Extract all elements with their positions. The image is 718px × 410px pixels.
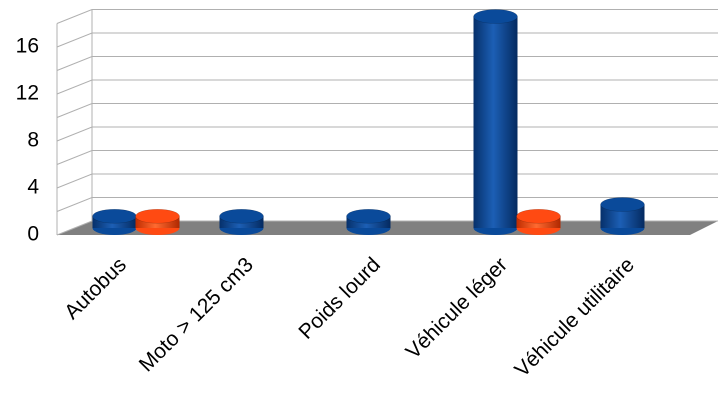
bar-top: [346, 209, 391, 224]
minor-grid-line: [56, 150, 718, 165]
x-tick-label: Véhicule léger: [402, 253, 512, 363]
bar: [516, 209, 561, 235]
bar-body: [473, 16, 518, 228]
y-tick-label: 12: [16, 82, 39, 105]
bar: [473, 9, 518, 235]
bar-top: [92, 209, 137, 224]
x-tick-label: Poids lourd: [294, 253, 385, 344]
bar: [219, 209, 264, 235]
minor-grid-line: [56, 9, 718, 24]
minor-grid-line: [56, 103, 718, 118]
grid-line: [56, 126, 718, 142]
x-tick-label: Véhicule utilitaire: [510, 253, 639, 382]
bar: [92, 209, 137, 235]
y-tick-label: 0: [27, 223, 39, 246]
bar-top: [473, 9, 518, 24]
y-tick-label: 4: [27, 176, 39, 199]
grid-line: [56, 79, 718, 95]
x-tick-label: Moto > 125 cm3: [135, 253, 258, 376]
x-tick-label: Autobus: [60, 253, 131, 324]
bar-top: [516, 209, 561, 224]
bar: [346, 209, 391, 235]
y-tick-label: 16: [16, 35, 39, 58]
minor-grid-line: [56, 56, 718, 71]
bar-top: [219, 209, 264, 224]
bar-top: [600, 197, 645, 212]
bar-top: [135, 209, 180, 224]
grid-line: [56, 173, 718, 189]
grid-line: [56, 32, 718, 48]
y-tick-label: 8: [27, 129, 39, 152]
bar: [135, 209, 180, 235]
bar: [600, 197, 645, 235]
